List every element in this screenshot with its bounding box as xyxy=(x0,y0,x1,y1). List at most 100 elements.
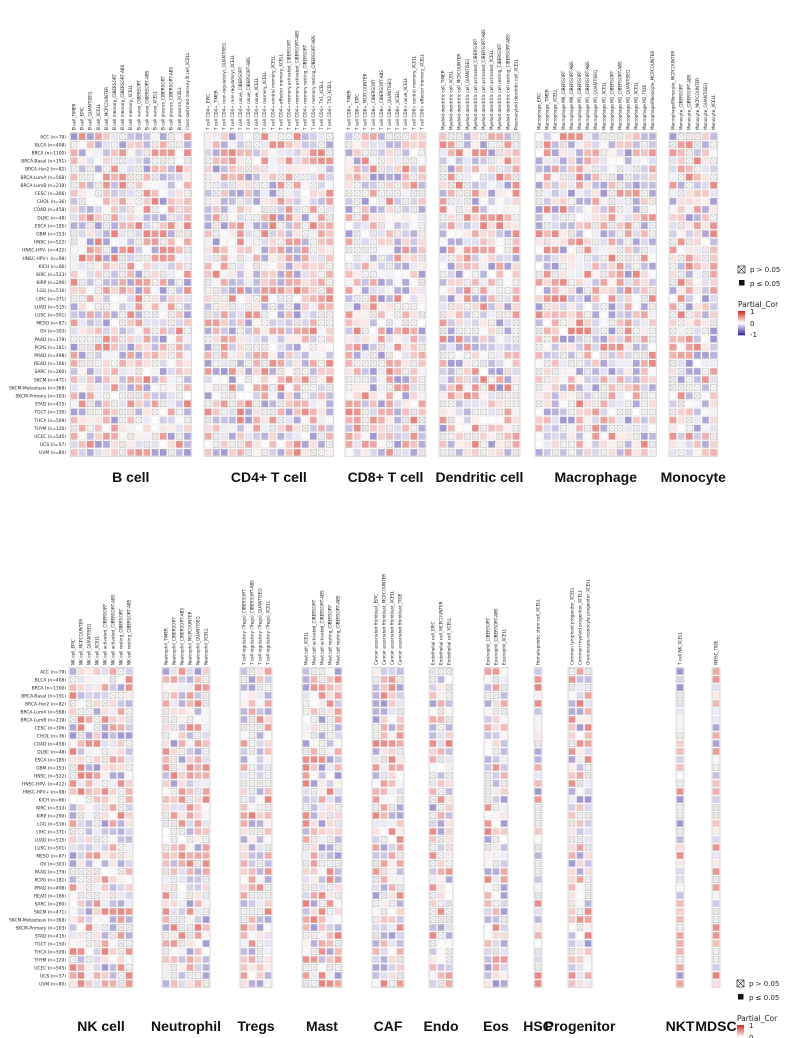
heatmap-cell xyxy=(584,416,592,424)
heatmap-cell xyxy=(285,270,293,278)
ns-cross xyxy=(418,417,425,424)
heatmap-cell xyxy=(85,851,93,860)
ns-cross xyxy=(253,133,260,140)
heatmap-cell xyxy=(127,448,135,457)
heatmap-cell xyxy=(78,165,86,173)
ns-marker xyxy=(221,295,228,302)
heatmap-cell xyxy=(463,238,471,246)
heatmap-cell xyxy=(632,189,640,197)
ns-marker xyxy=(386,384,393,391)
heatmap-cell xyxy=(127,254,135,262)
heatmap-cell xyxy=(244,294,253,303)
heatmap-cell xyxy=(220,246,228,254)
heatmap-cell xyxy=(309,157,317,165)
heatmap-cell xyxy=(394,351,402,359)
heatmap-cell xyxy=(178,715,186,724)
heatmap-cell xyxy=(109,971,117,980)
heatmap-cell xyxy=(353,416,361,424)
ns-marker xyxy=(302,206,309,213)
legend-tick: 0 xyxy=(749,1034,753,1038)
heatmap-cell xyxy=(575,230,584,238)
heatmap-cell xyxy=(394,294,402,303)
heatmap-cell xyxy=(632,181,640,189)
heatmap-cell xyxy=(488,335,496,343)
heatmap-cell xyxy=(125,667,133,676)
ns-cross xyxy=(79,295,86,302)
ns-cross xyxy=(448,133,455,140)
heatmap-cell xyxy=(175,157,183,165)
heatmap-cell xyxy=(394,440,402,448)
heatmap-cell xyxy=(624,359,632,367)
ns-marker xyxy=(229,400,236,407)
heatmap-cell xyxy=(685,303,693,311)
heatmap-cell xyxy=(471,424,480,432)
heatmap-cell xyxy=(110,181,119,189)
heatmap-cell xyxy=(317,197,326,205)
ns-marker xyxy=(79,279,86,286)
heatmap-cell xyxy=(410,246,418,254)
heatmap-cell xyxy=(101,763,109,772)
heatmap-cell xyxy=(701,140,710,149)
ns-cross xyxy=(229,303,236,310)
ns-marker xyxy=(229,441,236,448)
ns-marker xyxy=(245,376,252,383)
heatmap-cell xyxy=(584,221,592,230)
heatmap-cell xyxy=(162,723,170,732)
heatmap-cell xyxy=(439,303,447,311)
heatmap-cell xyxy=(228,343,236,351)
heatmap-cell xyxy=(471,181,480,189)
heatmap-cell xyxy=(118,149,127,157)
heatmap-cell xyxy=(471,246,480,254)
heatmap-cell xyxy=(204,205,212,214)
heatmap-cell xyxy=(110,213,119,222)
ns-cross xyxy=(418,384,425,391)
heatmap-cell xyxy=(309,132,317,141)
heatmap-cell xyxy=(93,675,101,684)
ns-marker xyxy=(394,149,401,156)
heatmap-cell xyxy=(244,246,253,254)
heatmap-cell xyxy=(127,424,135,432)
ns-cross xyxy=(176,230,183,237)
heatmap-cell xyxy=(353,221,361,230)
heatmap-cell xyxy=(608,149,616,157)
heatmap-cell xyxy=(677,165,685,173)
ns-marker xyxy=(261,206,268,213)
heatmap-cell xyxy=(377,392,386,400)
heatmap-cell xyxy=(101,915,109,924)
ns-marker xyxy=(213,182,220,189)
heatmap-cell xyxy=(252,303,261,311)
heatmap-cell xyxy=(70,262,78,270)
heatmap-cell xyxy=(648,448,657,457)
heatmap-cell xyxy=(410,335,418,343)
heatmap-cell xyxy=(252,375,261,384)
heatmap-cell xyxy=(592,230,600,238)
column-label: B cell_QUANTISEQ xyxy=(88,91,93,130)
ns-cross xyxy=(143,255,150,262)
heatmap-cell xyxy=(186,675,194,684)
ns-cross xyxy=(103,392,110,399)
heatmap-cell xyxy=(624,165,632,173)
heatmap-cell xyxy=(402,375,410,384)
legend-ns-cross xyxy=(736,979,745,988)
heatmap-cell xyxy=(616,173,624,181)
heatmap-cell xyxy=(162,683,170,692)
heatmap-cell xyxy=(377,278,386,286)
heatmap-cell xyxy=(102,343,111,351)
heatmap-cell xyxy=(118,351,127,359)
heatmap-cell xyxy=(455,351,463,359)
heatmap-cell xyxy=(463,392,471,400)
heatmap-cell xyxy=(479,303,488,311)
heatmap-cell xyxy=(369,408,377,416)
heatmap-cell xyxy=(584,140,592,149)
heatmap-cell xyxy=(543,213,551,222)
heatmap-cell xyxy=(624,189,632,197)
ns-marker xyxy=(229,263,236,270)
ns-cross xyxy=(261,182,268,189)
heatmap-cell xyxy=(592,319,600,327)
heatmap-cell xyxy=(345,335,353,343)
heatmap-cell xyxy=(183,311,192,319)
ns-marker xyxy=(127,433,134,440)
heatmap-cell xyxy=(410,149,418,157)
row-label: BRCA-Her2 (n=82) xyxy=(25,701,66,707)
heatmap-cell xyxy=(418,181,426,189)
